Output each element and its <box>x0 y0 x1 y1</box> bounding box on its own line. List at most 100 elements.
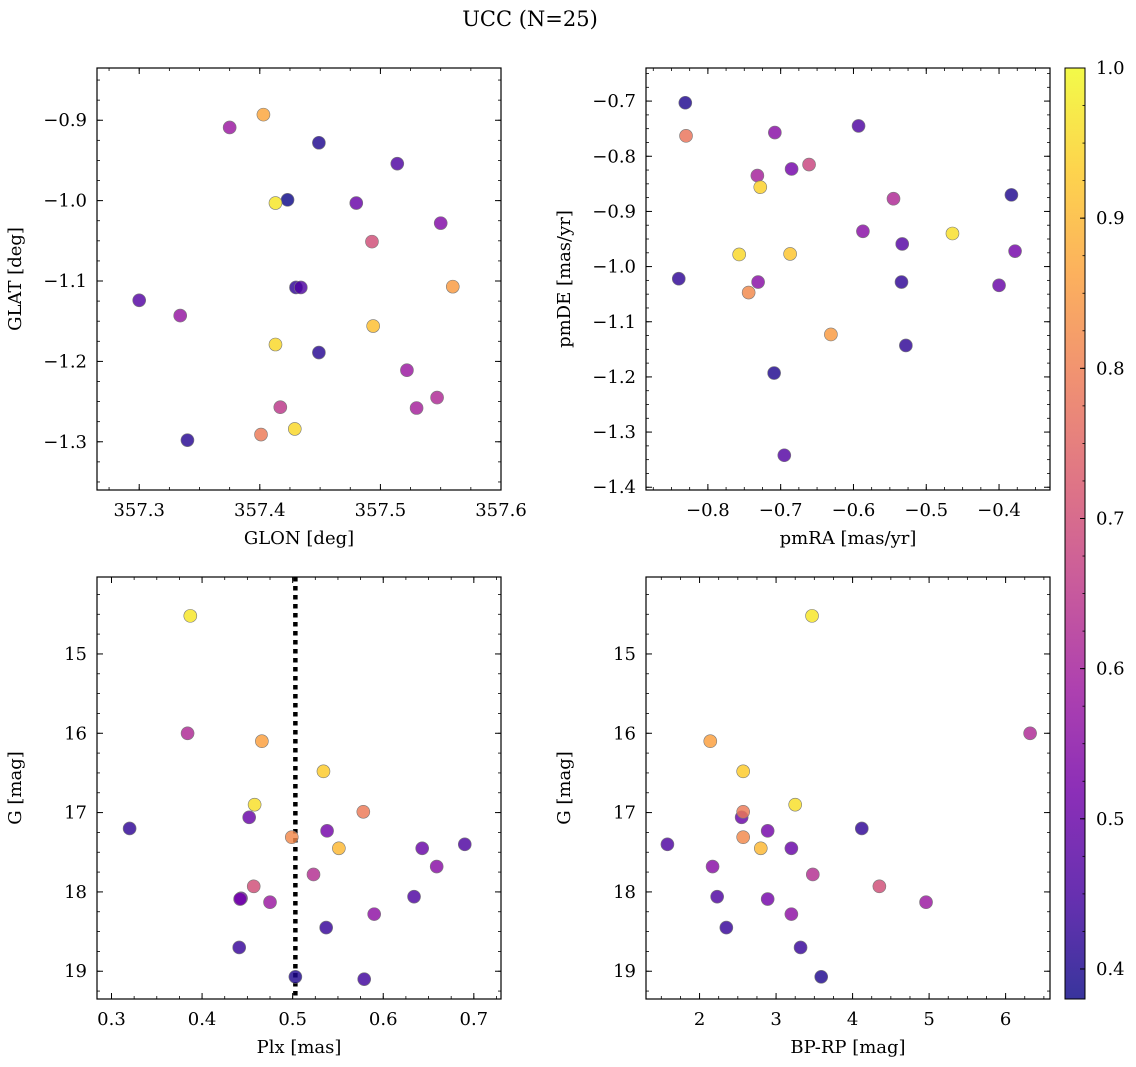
colorbar-tick-label: 0.5 <box>1096 809 1125 830</box>
scatter-point <box>233 892 247 906</box>
colorbar: 0.4 0.5 0.6 0.7 0.8 0.9 1.0 <box>1064 58 1125 1000</box>
scatter-point <box>751 275 765 289</box>
scatter-point <box>312 345 326 360</box>
scatter-point <box>736 830 750 844</box>
scatter-point <box>280 193 295 207</box>
y-tick-label: 19 <box>64 961 87 982</box>
colorbar-tick-label: 0.7 <box>1096 508 1125 529</box>
scatter-point <box>732 247 746 262</box>
scatter-point <box>679 129 693 143</box>
scatter-point <box>806 867 820 882</box>
y-tick-label: 16 <box>64 723 87 744</box>
scatter-point <box>899 338 913 353</box>
plot-frame <box>645 67 1051 491</box>
colorbar-tick-label: 0.4 <box>1096 959 1125 980</box>
colorbar-tick-label: 0.6 <box>1096 659 1125 680</box>
scatter-point <box>760 892 775 906</box>
scatter-point <box>872 879 887 894</box>
x-axis-label: BP-RP [mag] <box>790 1037 905 1058</box>
x-tick-label: 357.6 <box>475 500 527 521</box>
y-tick-label: 17 <box>613 803 636 824</box>
scatter-point <box>851 119 866 133</box>
scatter-point <box>814 969 829 984</box>
scatter-point <box>122 821 137 836</box>
scatter-point <box>365 234 379 249</box>
x-tick-label: 357.4 <box>234 500 286 521</box>
y-tick-label: −0.7 <box>592 91 636 112</box>
scatter-point <box>753 841 768 856</box>
plot-frame <box>645 576 1051 1000</box>
scatter-panel-1: 357.3 357.4 357.5 357.6 −0.9 −1.0 −1.1 −1.2 −1.3… <box>5 67 527 549</box>
y-tick-label: −1.1 <box>592 312 636 333</box>
y-tick-label: 17 <box>64 803 87 824</box>
x-tick-label: 0.5 <box>278 1009 307 1030</box>
scatter-point <box>736 764 750 779</box>
scatter-point <box>242 810 256 825</box>
scatter-point <box>366 319 380 333</box>
scatter-point <box>320 824 334 838</box>
y-tick-label: −1.0 <box>43 191 87 212</box>
y-tick-label: −0.9 <box>43 110 87 131</box>
x-axis-label: Plx [mas] <box>257 1037 342 1058</box>
scatter-point <box>992 278 1006 293</box>
scatter-point <box>445 279 460 294</box>
y-tick-label: −1.0 <box>592 257 636 278</box>
x-axis-label: pmRA [mas/yr] <box>780 528 917 549</box>
colorbar-gradient-bar <box>1064 67 1086 1000</box>
y-tick-label: −1.4 <box>592 477 636 498</box>
scatter-point <box>319 920 333 935</box>
scatter-point <box>767 366 781 380</box>
x-tick-label: 357.5 <box>355 500 407 521</box>
scatter-point <box>263 895 277 910</box>
y-tick-label: −0.9 <box>592 201 636 222</box>
scatter-point <box>1008 244 1022 258</box>
scatter-point <box>824 327 838 342</box>
scatter-point <box>255 734 269 748</box>
scatter-point <box>132 293 147 308</box>
scatter-point <box>430 390 444 405</box>
scatter-point <box>232 940 247 955</box>
y-axis-label: GLAT [deg] <box>5 227 26 331</box>
scatter-point <box>784 841 799 856</box>
x-tick-label: 0.6 <box>369 1009 398 1030</box>
y-tick-label: −1.3 <box>592 422 636 443</box>
scatter-point <box>173 308 188 323</box>
y-tick-label: 19 <box>613 961 636 982</box>
scatter-point <box>268 337 283 352</box>
scatter-point <box>886 191 901 206</box>
x-tick-label: −0.4 <box>977 500 1021 521</box>
scatter-point <box>736 804 750 819</box>
x-tick-label: −0.7 <box>759 500 803 521</box>
x-tick-label: 3 <box>770 1009 781 1030</box>
y-tick-label: −0.8 <box>592 146 636 167</box>
scatter-point <box>671 271 686 286</box>
x-tick-label: 0.7 <box>460 1009 489 1030</box>
y-tick-label: −1.2 <box>592 367 636 388</box>
scatter-point <box>895 237 910 251</box>
scatter-point <box>400 363 414 378</box>
scatter-point <box>180 433 195 447</box>
x-axis-label: GLON [deg] <box>244 528 354 549</box>
y-tick-label: −1.3 <box>43 432 87 453</box>
y-axis-label: G [mag] <box>554 751 575 824</box>
y-tick-label: 18 <box>613 882 636 903</box>
scatter-point <box>1004 188 1019 202</box>
scatter-point <box>719 920 734 935</box>
scatter-point <box>268 196 283 210</box>
scatter-point <box>222 120 237 135</box>
scatter-point <box>409 401 424 415</box>
scatter-point <box>429 859 444 874</box>
scatter-point <box>710 889 724 904</box>
y-tick-label: −1.2 <box>43 351 87 372</box>
x-tick-label: 357.3 <box>113 500 165 521</box>
scatter-point <box>288 969 303 984</box>
scatter-point <box>294 280 308 295</box>
scatter-point <box>306 867 321 882</box>
x-tick-label: 4 <box>847 1009 858 1030</box>
scatter-point <box>312 135 326 150</box>
y-tick-label: 16 <box>613 723 636 744</box>
panels: 357.3 357.4 357.5 357.6 −0.9 −1.0 −1.1 −1.2 −1.3… <box>5 67 1051 1058</box>
scatter-point <box>793 940 808 955</box>
scatter-point <box>433 216 448 230</box>
